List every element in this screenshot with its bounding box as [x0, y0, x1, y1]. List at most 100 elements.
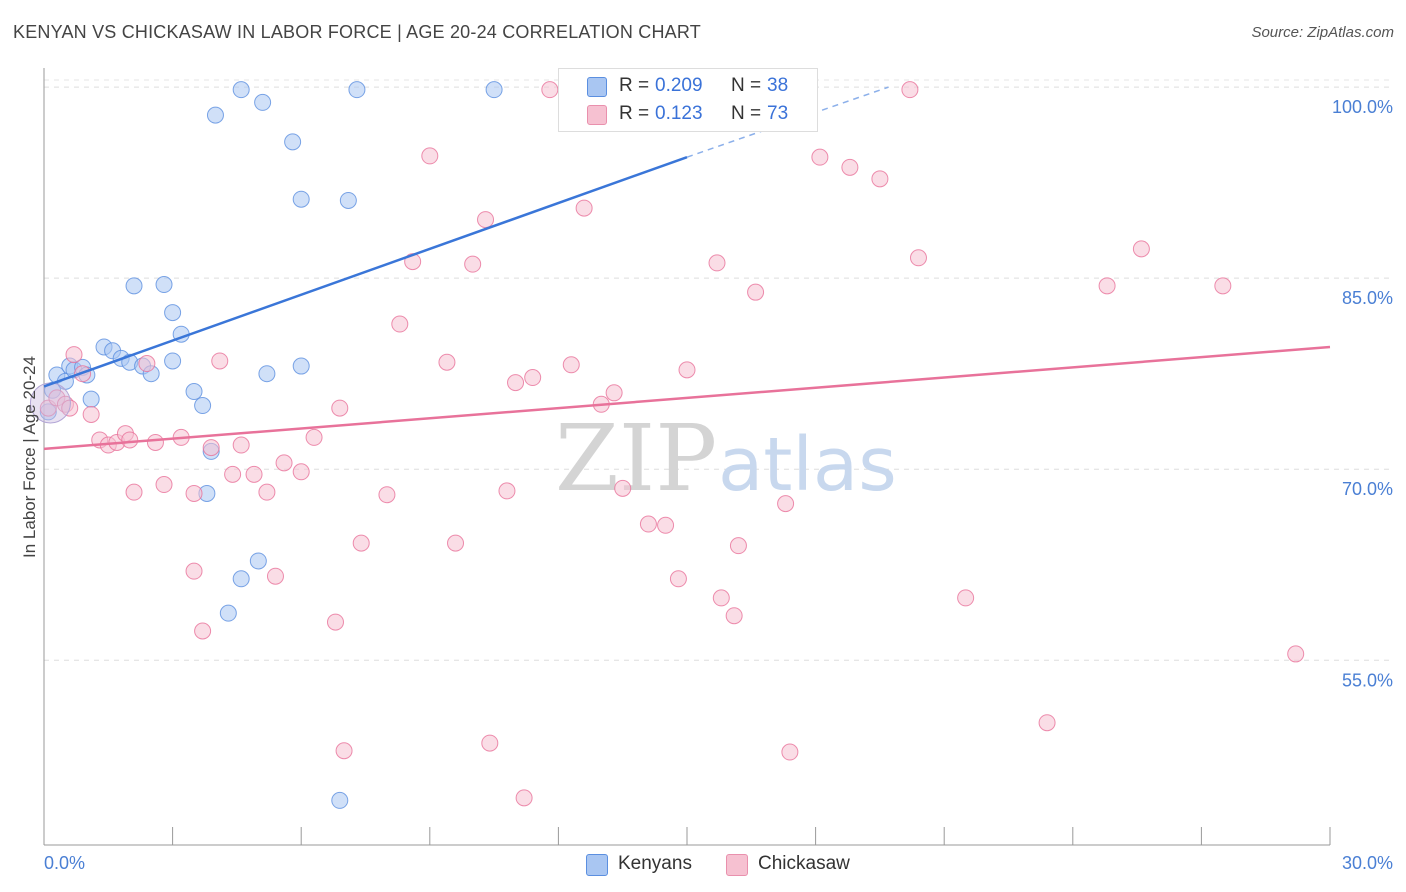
chickasaw-point	[541, 81, 559, 99]
chickasaw-point	[507, 374, 525, 392]
chickasaw-point	[224, 465, 242, 483]
r-value: 0.123	[655, 103, 703, 124]
chickasaw-point	[146, 433, 164, 451]
chickasaw-point	[258, 483, 276, 501]
chickasaw-point	[708, 254, 726, 272]
kenyans-trend-extension	[686, 86, 889, 158]
chickasaw-point	[477, 211, 495, 229]
chickasaw-point	[841, 158, 859, 176]
chickasaw-point	[729, 537, 747, 555]
chickasaw-point	[202, 439, 220, 457]
watermark: ZIP atlas	[555, 405, 897, 512]
chickasaw-point	[871, 170, 889, 188]
kenyans-point	[219, 604, 237, 622]
chickasaw-legend-swatch	[726, 854, 748, 876]
chickasaw-point	[639, 515, 657, 533]
chickasaw-point	[901, 81, 919, 99]
chickasaw-point	[121, 431, 139, 449]
kenyans-legend-swatch	[586, 854, 608, 876]
chickasaw-point	[781, 743, 799, 761]
kenyans-point	[82, 390, 100, 408]
kenyans-point	[254, 93, 272, 111]
series-legend: Kenyans Chickasaw	[0, 852, 1406, 876]
kenyans-point	[185, 383, 203, 401]
r-value: 0.209	[655, 75, 703, 96]
watermark-atlas: atlas	[718, 422, 897, 508]
chickasaw-point	[438, 353, 456, 371]
kenyans-point	[249, 552, 267, 570]
chickasaw-point	[185, 562, 203, 580]
correlation-legend: R = 0.209 N = 38 R = 0.123 N = 73	[558, 68, 818, 132]
chickasaw-point	[82, 405, 100, 423]
tick-labels: 100.0% 85.0% 70.0% 55.0% 0.0% 30.0%	[44, 97, 1393, 873]
kenyans-trend-line	[43, 155, 688, 388]
n-value: 73	[767, 103, 789, 124]
chickasaw-point	[352, 534, 370, 552]
chickasaw-point	[498, 482, 516, 500]
chickasaw-point	[669, 570, 687, 588]
r-label: R =	[619, 103, 650, 124]
chickasaw-point	[138, 355, 156, 373]
kenyans-legend-label: Kenyans	[618, 853, 692, 874]
chickasaw-legend-label: Chickasaw	[758, 853, 850, 874]
chickasaw-point	[155, 476, 173, 494]
legend-row-kenyans: R = 0.209 N = 38	[559, 72, 817, 100]
chickasaw-point	[515, 789, 533, 807]
watermark-zip: ZIP	[555, 405, 717, 512]
x-tick-label: 0.0%	[44, 853, 85, 873]
chickasaw-point	[125, 483, 143, 501]
chickasaw-point	[1098, 277, 1116, 295]
chart-title: KENYAN VS CHICKASAW IN LABOR FORCE | AGE…	[13, 22, 701, 42]
chickasaw-point	[185, 484, 203, 502]
chickasaw-point	[605, 384, 623, 402]
chickasaw-point	[1132, 240, 1150, 258]
chickasaw-point	[232, 436, 250, 454]
n-label: N =	[731, 103, 762, 124]
y-axis-label: In Labor Force | Age 20-24	[20, 356, 39, 558]
kenyans-point	[125, 277, 143, 295]
kenyans-point	[292, 357, 310, 375]
chickasaw-point	[575, 199, 593, 217]
chickasaw-point	[524, 369, 542, 387]
y-tick-label: 100.0%	[1332, 97, 1393, 117]
chickasaw-point	[194, 622, 212, 640]
trend-lines	[43, 86, 1331, 451]
kenyans-point	[164, 352, 182, 370]
chickasaw-point	[1214, 277, 1232, 295]
n-value: 38	[767, 75, 789, 96]
kenyans-point	[206, 106, 224, 124]
chickasaw-point	[657, 516, 675, 534]
chickasaw-point	[292, 463, 310, 481]
chickasaw-point	[447, 534, 465, 552]
kenyans-point	[155, 276, 173, 294]
chickasaw-point	[1038, 714, 1056, 732]
kenyans-swatch	[587, 77, 607, 97]
chickasaw-point	[331, 399, 349, 417]
chickasaw-point	[747, 283, 765, 301]
chickasaw-point	[275, 454, 293, 472]
legend-row-chickasaw: R = 0.123 N = 73	[559, 100, 817, 128]
chickasaw-point	[777, 495, 795, 513]
y-tick-label: 85.0%	[1342, 288, 1393, 308]
chickasaw-point	[378, 486, 396, 504]
n-label: N =	[731, 75, 762, 96]
kenyans-point	[339, 191, 357, 209]
chickasaw-point	[481, 734, 499, 752]
chickasaw-point	[65, 346, 83, 364]
axes	[43, 68, 1331, 846]
kenyans-point	[232, 81, 250, 99]
chickasaw-point	[957, 589, 975, 607]
kenyans-point	[331, 791, 349, 809]
chickasaw-point	[712, 589, 730, 607]
chickasaw-point	[211, 352, 229, 370]
chickasaw-point	[614, 479, 632, 497]
chickasaw-point	[326, 613, 344, 631]
chickasaw-point	[245, 465, 263, 483]
chickasaw-point	[335, 742, 353, 760]
kenyans-point	[232, 570, 250, 588]
source-credit: Source: ZipAtlas.com	[1251, 24, 1394, 41]
chickasaw-point	[811, 148, 829, 166]
chickasaw-trend-line	[43, 345, 1331, 451]
chickasaw-point	[909, 249, 927, 267]
